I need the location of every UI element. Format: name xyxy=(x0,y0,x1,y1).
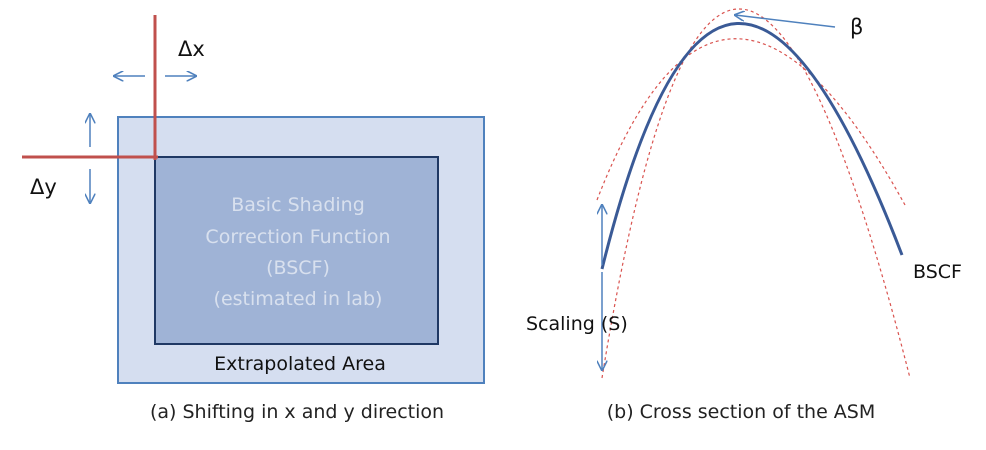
bscf-area xyxy=(154,156,439,345)
dashed-curve-wide xyxy=(596,38,906,206)
delta-x-label: Δx xyxy=(178,37,205,61)
bscf-curve xyxy=(600,22,904,270)
panel-a: Δx Δy Basic Shading Correction Function … xyxy=(22,15,485,423)
delta-y-label: Δy xyxy=(30,175,57,199)
scaling-label: Scaling (S) xyxy=(526,313,628,335)
beta-label: β xyxy=(850,15,863,39)
dashed-curve-narrow xyxy=(601,8,911,379)
bscf-label: BSCF xyxy=(913,261,962,283)
panel-b: β BSCF Scaling (S) (b) Cross section of … xyxy=(526,8,962,423)
bscf-line-3: (BSCF) xyxy=(266,257,330,279)
caption-a: (a) Shifting in x and y direction xyxy=(150,401,444,423)
caption-b: (b) Cross section of the ASM xyxy=(607,401,876,423)
bscf-line-4: (estimated in lab) xyxy=(214,288,383,310)
extrapolated-area-label: Extrapolated Area xyxy=(214,353,386,375)
bscf-line-2: Correction Function xyxy=(205,226,390,248)
beta-pointer xyxy=(735,15,836,28)
bscf-line-1: Basic Shading xyxy=(231,194,365,216)
